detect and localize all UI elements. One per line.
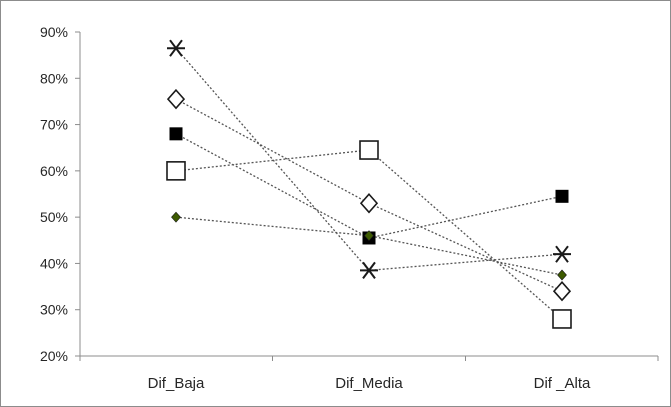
y-tick-label: 90% (40, 24, 68, 40)
series-line (175, 216, 563, 276)
x-tick-label: Dif_Media (335, 375, 403, 392)
x-tick-label: Dif_Baja (148, 375, 205, 392)
data-point-square-open (359, 140, 379, 160)
data-point-diamond (552, 280, 572, 302)
y-tick-label: 80% (40, 70, 68, 86)
data-point-small-diamond (171, 211, 181, 223)
data-point-diamond (359, 193, 379, 214)
data-point-square-filled (169, 127, 183, 141)
y-tick-label: 20% (40, 348, 68, 364)
y-tick-label: 30% (40, 302, 68, 318)
data-point-square-open (166, 161, 186, 181)
data-point-small-diamond (364, 230, 374, 242)
x-tick-label: Dif _Alta (534, 375, 591, 392)
series-lines (175, 47, 563, 320)
data-point-small-diamond (557, 269, 567, 281)
series-line (175, 133, 563, 239)
data-point-square-filled (555, 189, 569, 203)
y-tick-label: 40% (40, 255, 68, 271)
series-markers (166, 39, 572, 329)
y-tick-label: 50% (40, 209, 68, 225)
data-point-star (167, 39, 185, 57)
axes (75, 31, 659, 361)
series-line (175, 149, 563, 320)
data-point-star (360, 261, 378, 279)
tick-labels: 20% 30% 40% 50% 60% 70% 80% 90% Dif_Baja Dif_Medi… (40, 24, 591, 392)
y-tick-label: 70% (40, 117, 68, 133)
data-point-diamond (166, 88, 186, 110)
data-point-star (553, 245, 571, 263)
data-point-square-open (552, 309, 572, 329)
y-tick-label: 60% (40, 163, 68, 179)
